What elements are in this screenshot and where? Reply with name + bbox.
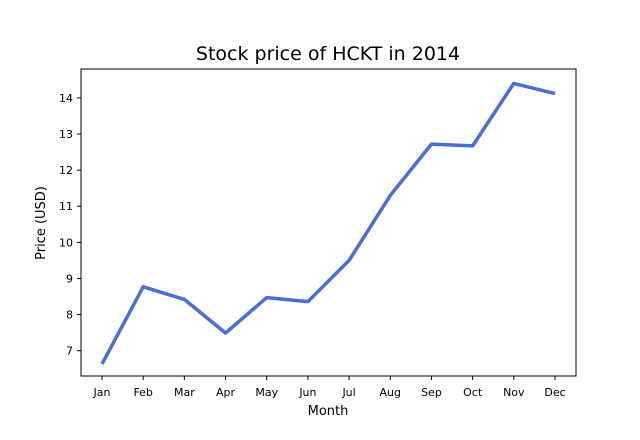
plot-area: [80, 68, 577, 377]
y-axis-label: Price (USD): [34, 186, 49, 260]
y-tick-label: 14: [59, 92, 73, 105]
x-tick-label: Sep: [421, 386, 442, 399]
series-group: [100, 81, 556, 365]
x-axis: Jan Feb Mar Apr May Jun Jul Aug Sep Oct Nov Dec: [93, 376, 566, 399]
y-tick-label: 13: [59, 128, 73, 141]
x-tick-label: Mar: [174, 386, 195, 399]
chart-title: Stock price of HCKT in 2014: [196, 43, 460, 65]
y-tick-label: 12: [59, 164, 73, 177]
y-tick-label: 7: [66, 345, 73, 358]
y-tick-label: 9: [66, 272, 73, 285]
x-tick-label: Jul: [341, 386, 355, 399]
price-line: [100, 81, 556, 365]
x-tick-label: May: [255, 386, 278, 399]
x-axis-label: Month: [308, 404, 349, 419]
y-tick-label: 8: [66, 309, 73, 322]
x-tick-label: Oct: [463, 386, 483, 399]
x-tick-label: Jun: [298, 386, 316, 399]
x-tick-label: Nov: [503, 386, 525, 399]
x-tick-label: Apr: [216, 386, 236, 399]
x-tick-label: Feb: [133, 386, 152, 399]
y-tick-label: 10: [59, 236, 73, 249]
x-tick-label: Aug: [380, 386, 401, 399]
x-tick-label: Jan: [93, 386, 111, 399]
y-tick-label: 11: [59, 200, 73, 213]
y-axis: 7 8 9 10 11 12 13 14: [59, 92, 81, 358]
x-tick-label: Dec: [544, 386, 565, 399]
